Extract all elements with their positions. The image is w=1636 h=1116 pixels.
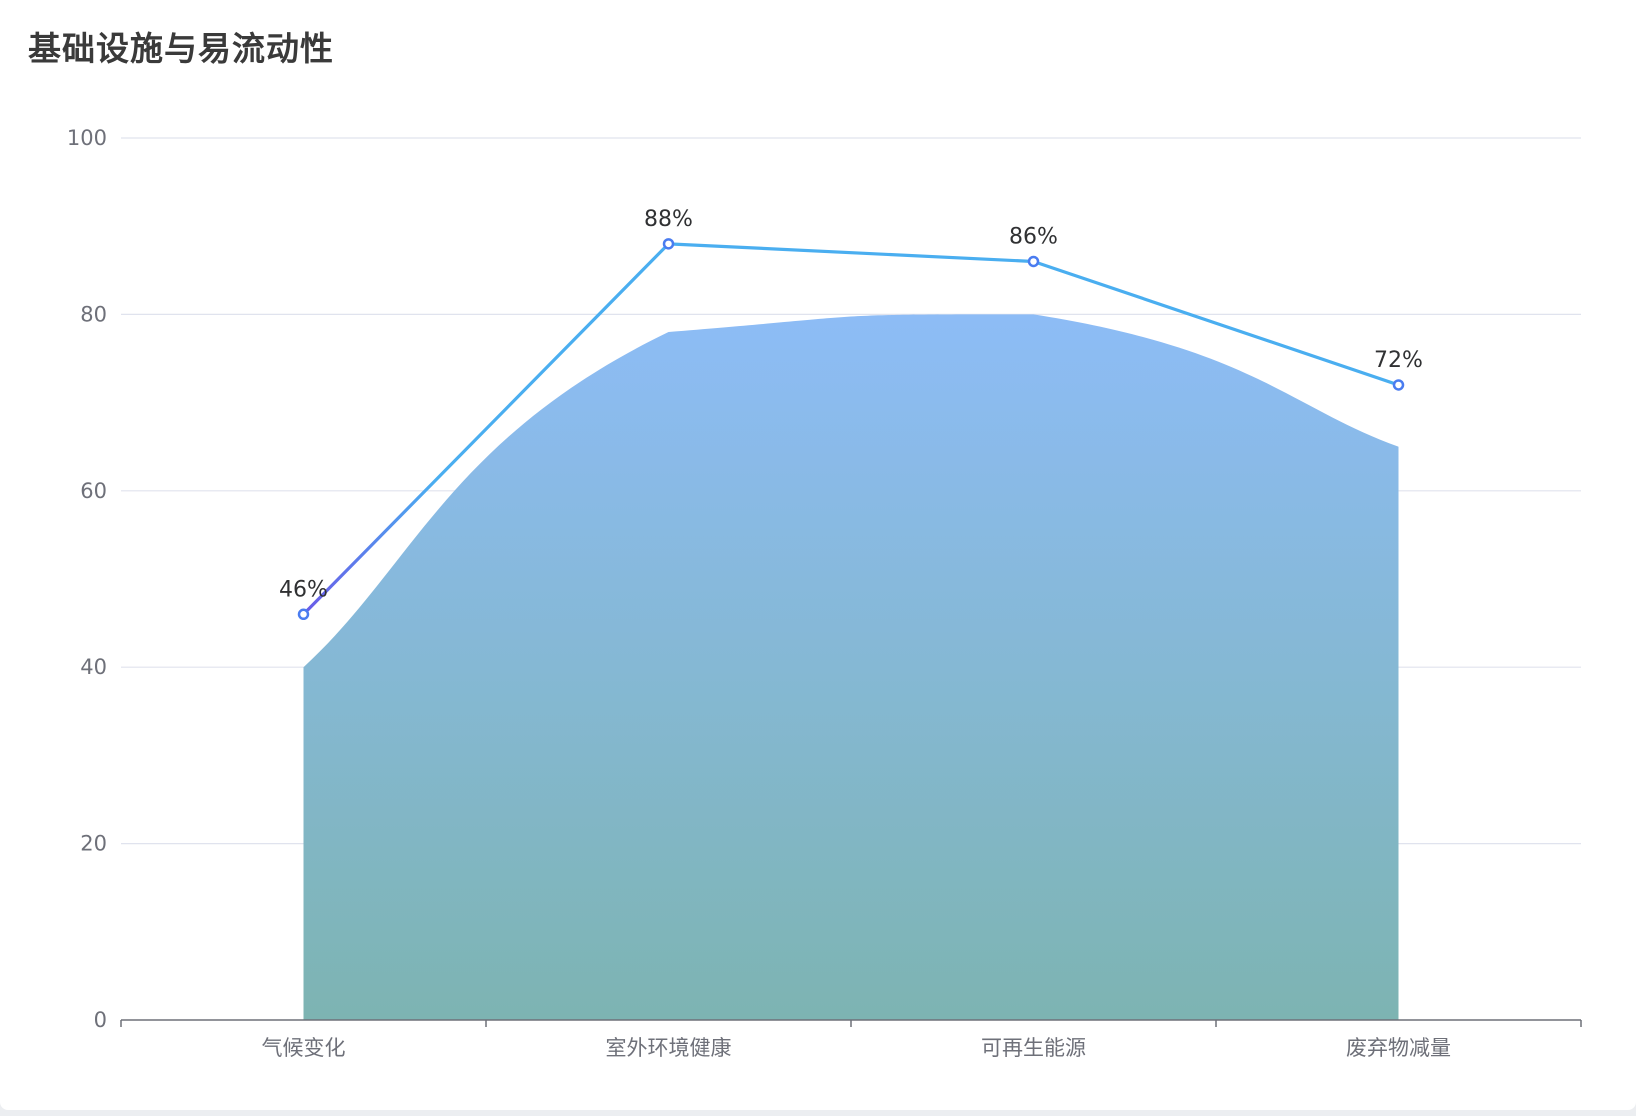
x-tick-label: 室外环境健康	[606, 1036, 732, 1060]
data-label: 86%	[1009, 224, 1058, 249]
area-series	[303, 314, 1399, 1020]
line-point	[297, 608, 310, 621]
data-labels: 46% 88% 86% 72%	[279, 207, 1423, 602]
y-tick-label: 20	[80, 832, 107, 856]
x-axis: 气候变化 室外环境健康 可再生能源 废弃物减量	[120, 1019, 1582, 1060]
chart-title: 基础设施与易流动性	[28, 29, 334, 68]
x-tick-label: 废弃物减量	[1346, 1036, 1451, 1060]
series-line	[302, 242, 1400, 616]
line-point	[1027, 255, 1040, 268]
x-tick-label: 气候变化	[262, 1036, 346, 1060]
data-label: 46%	[279, 577, 328, 602]
y-tick-label: 100	[67, 126, 107, 150]
area-fill	[303, 314, 1399, 1020]
line-point	[662, 238, 675, 250]
y-tick-label: 40	[80, 655, 107, 679]
data-label: 88%	[644, 207, 693, 232]
y-tick-label: 80	[80, 302, 107, 326]
line-point	[1392, 379, 1405, 391]
y-tick-label: 60	[80, 479, 107, 503]
line-series	[297, 238, 1405, 621]
data-label: 72%	[1374, 348, 1423, 373]
y-tick-label: 0	[94, 1008, 107, 1032]
x-tick-label: 可再生能源	[981, 1036, 1086, 1060]
